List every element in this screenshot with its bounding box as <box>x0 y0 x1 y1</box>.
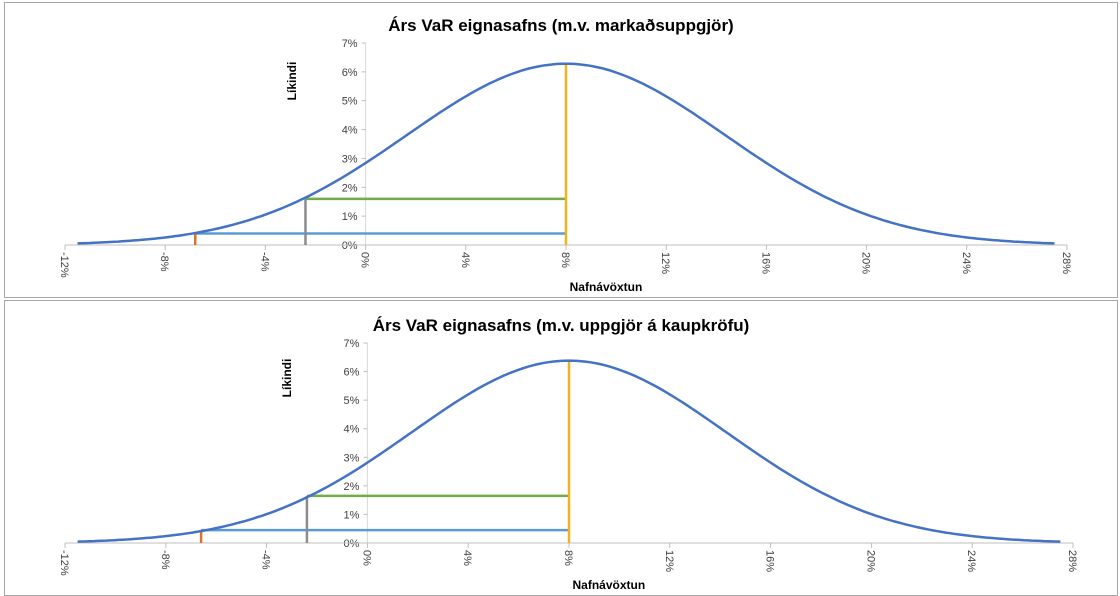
x-tick-label: 0% <box>359 252 371 268</box>
x-tick-label: -4% <box>258 252 270 272</box>
y-tick-label: 0% <box>343 538 359 550</box>
x-tick-label: 8% <box>559 252 571 268</box>
y-tick-label: 0% <box>342 240 358 252</box>
x-tick-label: 4% <box>459 252 471 268</box>
x-tick-label: 12% <box>663 550 675 572</box>
x-tick-label: 24% <box>965 550 977 572</box>
x-axis-label: Nafnávöxtun <box>570 280 643 294</box>
x-tick-label: 20% <box>860 252 872 274</box>
x-tick-label: 20% <box>864 550 876 572</box>
x-tick-label: 28% <box>1066 550 1078 572</box>
density-curve <box>77 359 1061 543</box>
x-tick-label: 28% <box>1060 252 1072 274</box>
y-axis-label: Líkindi <box>280 359 294 398</box>
y-tick-label: 3% <box>343 452 359 464</box>
y-tick-label: 2% <box>342 182 358 194</box>
x-tick-label: -8% <box>158 252 170 272</box>
x-tick-label: 4% <box>461 550 473 566</box>
x-tick-label: -12% <box>58 252 70 278</box>
y-tick-label: 7% <box>342 38 358 50</box>
x-axis-label: Nafnávöxtun <box>572 578 645 592</box>
chart-panel-market: Árs VaR eignasafns (m.v. markaðsuppgjör)… <box>4 2 1118 298</box>
y-tick-label: 2% <box>343 481 359 493</box>
y-tick-label: 6% <box>343 367 359 379</box>
x-tick-label: 12% <box>659 252 671 274</box>
chart-svg-market: Árs VaR eignasafns (m.v. markaðsuppgjör)… <box>58 16 1072 294</box>
y-tick-label: 3% <box>342 153 358 165</box>
x-tick-label: -12% <box>58 550 70 576</box>
y-tick-label: 4% <box>343 424 359 436</box>
x-tick-label: -4% <box>260 550 272 570</box>
density-curve <box>77 62 1055 245</box>
y-tick-label: 5% <box>342 96 358 108</box>
chart-title: Árs VaR eignasafns (m.v. markaðsuppgjör) <box>388 16 733 35</box>
x-tick-label: 16% <box>759 252 771 274</box>
x-tick-label: 24% <box>960 252 972 274</box>
y-tick-label: 1% <box>343 509 359 521</box>
y-tick-label: 5% <box>343 395 359 407</box>
x-tick-label: 16% <box>764 550 776 572</box>
y-tick-label: 6% <box>342 67 358 79</box>
x-tick-label: 8% <box>562 550 574 566</box>
x-tick-label: 0% <box>360 550 372 566</box>
x-tick-label: -8% <box>159 550 171 570</box>
y-tick-label: 1% <box>342 211 358 223</box>
y-tick-label: 7% <box>343 338 359 350</box>
chart-title: Árs VaR eignasafns (m.v. uppgjör á kaupk… <box>373 316 750 335</box>
chart-svg-hold: Árs VaR eignasafns (m.v. uppgjör á kaupk… <box>58 316 1078 592</box>
chart-panel-hold: Árs VaR eignasafns (m.v. uppgjör á kaupk… <box>4 300 1118 596</box>
y-axis-label: Líkindi <box>285 62 299 101</box>
y-tick-label: 4% <box>342 125 358 137</box>
